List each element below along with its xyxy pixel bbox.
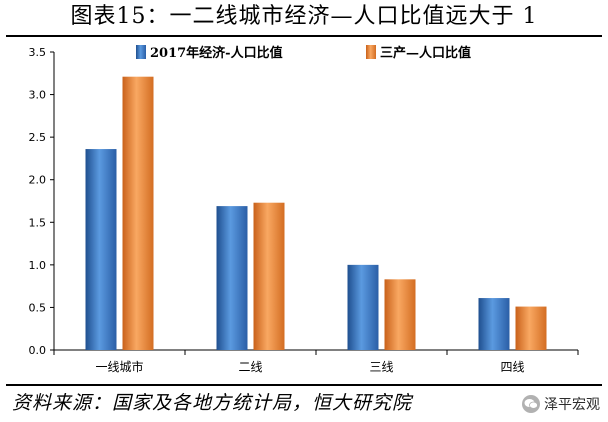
- y-tick-label: 3.5: [29, 46, 47, 59]
- x-category-label: 二线: [238, 360, 262, 374]
- source-note: 资料来源：国家及各地方统计局，恒大研究院: [12, 392, 413, 414]
- bar-tertiary-population: [384, 279, 416, 350]
- title-divider: [6, 35, 602, 37]
- bar-economy-population: [347, 264, 379, 350]
- bar-economy-population: [478, 298, 510, 350]
- x-category-label: 四线: [500, 360, 524, 374]
- legend-swatch: [136, 45, 146, 59]
- y-tick-label: 0.0: [29, 344, 47, 357]
- watermark-text: 泽平宏观: [544, 397, 600, 413]
- bar-tertiary-population: [253, 202, 285, 350]
- wechat-icon: [522, 395, 540, 413]
- bar-economy-population: [85, 149, 117, 350]
- bars: [85, 76, 547, 350]
- chart-title: 图表15：一二线城市经济—人口比值远大于 1: [70, 4, 538, 29]
- y-tick-label: 1.5: [29, 216, 47, 229]
- y-tick-label: 0.5: [29, 301, 47, 314]
- x-category-label: 一线城市: [95, 359, 143, 374]
- bar-tertiary-population: [515, 306, 547, 350]
- legend-label: 2017年经济-人口比值: [150, 45, 283, 61]
- bar-tertiary-population: [122, 76, 154, 350]
- watermark: 泽平宏观: [522, 394, 600, 414]
- bar-economy-population: [216, 206, 248, 350]
- axis-labels: 0.0 0.5 1.0 1.5 2.0 2.5 3.0 3.5 一线城市 二线 三线 四线: [29, 46, 525, 374]
- bar-chart: 0.0 0.5 1.0 1.5 2.0 2.5 3.0 3.5 一线城市 二线 三线 四线 2017年…: [29, 45, 579, 374]
- legend-label: 三产—人口比值: [380, 45, 471, 61]
- legend: 2017年经济-人口比值 三产—人口比值: [136, 45, 471, 61]
- x-category-label: 三线: [369, 360, 393, 374]
- y-tick-label: 2.0: [29, 174, 47, 187]
- source-divider: [6, 384, 602, 386]
- y-tick-label: 2.5: [29, 131, 47, 144]
- y-tick-label: 3.0: [29, 89, 47, 102]
- y-tick-label: 1.0: [29, 259, 47, 272]
- legend-swatch: [366, 45, 376, 59]
